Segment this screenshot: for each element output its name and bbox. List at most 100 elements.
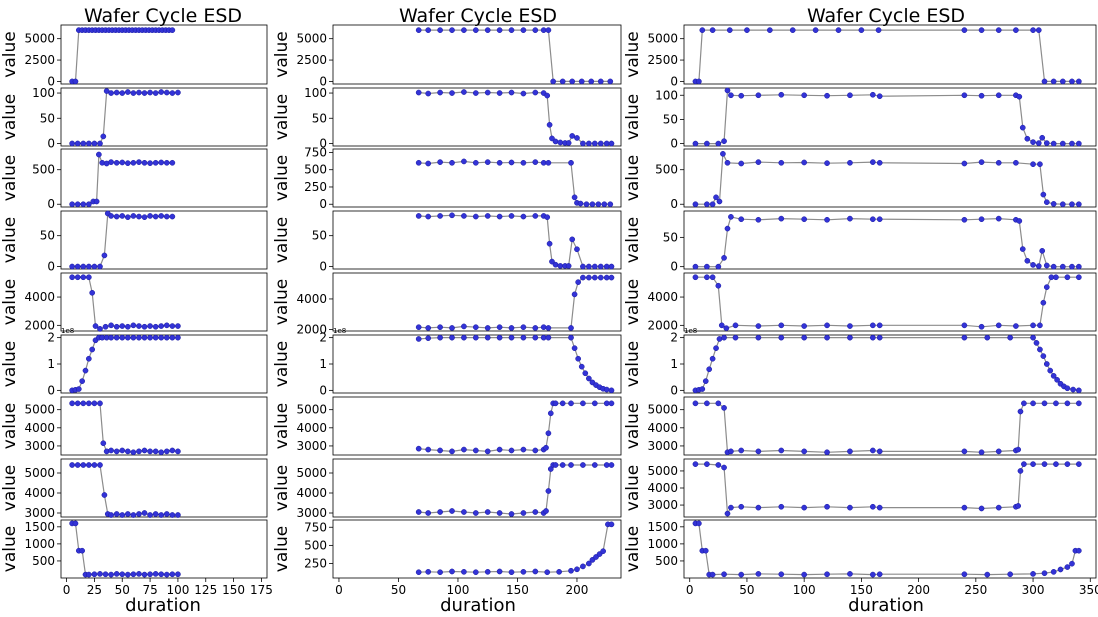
data-point: [582, 370, 589, 377]
y-tick-label: 5000: [296, 403, 327, 417]
y-tick-label: 4000: [647, 421, 678, 435]
x-tick-label: 0: [686, 583, 694, 597]
x-tick-label: 200: [907, 583, 930, 597]
data-point: [718, 322, 725, 329]
data-point: [1050, 201, 1057, 207]
data-point: [163, 448, 170, 455]
data-point: [496, 334, 503, 341]
data-point: [108, 322, 114, 329]
data-point: [169, 571, 176, 578]
x-axis-label-1: duration: [125, 595, 201, 616]
y-tick-label: 1000: [24, 537, 55, 551]
data-point: [136, 213, 142, 220]
data-point: [578, 363, 585, 370]
data-point: [113, 323, 120, 330]
data-point: [715, 282, 722, 289]
axes-frame: [332, 272, 622, 332]
y-axis-label: value: [272, 341, 292, 387]
y-tick-label: 500: [32, 554, 55, 568]
data-point: [520, 568, 527, 575]
data-point: [496, 324, 503, 331]
y-tick-label: 250: [304, 180, 327, 194]
data-point: [85, 263, 92, 270]
data-point: [163, 511, 170, 517]
data-point: [85, 571, 92, 578]
data-point: [1039, 134, 1046, 141]
data-point: [591, 263, 598, 270]
data-point: [80, 462, 87, 468]
data-point: [496, 27, 503, 33]
data-point: [608, 140, 615, 147]
data-point: [101, 252, 108, 259]
y-tick-label: 500: [304, 538, 327, 552]
data-point: [546, 240, 553, 247]
data-point: [1053, 274, 1059, 281]
data-point: [130, 159, 137, 166]
axes-frame: [683, 87, 1097, 147]
data-point: [175, 571, 181, 578]
data-point: [461, 446, 467, 453]
data-point: [69, 201, 75, 208]
data-point: [113, 89, 120, 96]
axes-frame: [332, 210, 622, 270]
data-point: [1035, 27, 1042, 33]
y-tick-label: 1: [319, 357, 327, 371]
y-tick-label: 100: [32, 86, 55, 100]
data-point: [586, 140, 592, 147]
data-point: [1064, 274, 1071, 281]
data-point: [169, 90, 176, 96]
data-point: [152, 323, 159, 330]
axis-offset-text: 1e8: [684, 327, 697, 335]
data-point: [169, 159, 176, 166]
data-point: [696, 78, 702, 85]
x-tick-label: 75: [142, 583, 157, 597]
subplot-1-4: 0 50 value: [0, 210, 268, 274]
y-tick-label: 0: [319, 136, 327, 150]
data-point: [130, 512, 137, 518]
data-point: [586, 560, 592, 567]
axis-offset-text: 1e8: [333, 327, 346, 335]
data-point: [847, 448, 853, 455]
data-point: [532, 27, 539, 33]
data-point: [97, 462, 103, 468]
data-point: [575, 355, 582, 362]
data-point: [869, 571, 876, 578]
data-point: [1053, 400, 1059, 407]
data-point: [147, 89, 153, 96]
y-tick-label: 750: [304, 145, 327, 159]
data-point: [532, 159, 539, 165]
data-point: [147, 213, 153, 219]
series-line: [72, 276, 178, 330]
series-line: [72, 90, 178, 145]
data-point: [755, 448, 762, 455]
data-point: [484, 89, 491, 96]
y-tick-label: 500: [655, 554, 678, 568]
data-point: [738, 160, 745, 167]
data-point: [574, 566, 580, 573]
data-point: [415, 159, 422, 166]
data-point: [961, 92, 968, 99]
data-point: [130, 90, 137, 96]
subplot-1-8: 3000 4000 5000 value: [0, 458, 268, 520]
data-point: [96, 151, 102, 158]
data-point: [869, 334, 876, 341]
data-point: [545, 325, 552, 331]
data-point: [552, 462, 559, 468]
data-point: [108, 90, 114, 96]
data-point: [508, 447, 515, 454]
data-point: [85, 400, 92, 407]
data-point: [755, 323, 762, 329]
y-tick-label: 1500: [24, 520, 55, 534]
data-point: [79, 547, 86, 554]
data-point: [692, 201, 699, 208]
data-point: [709, 571, 716, 578]
y-tick-label: 5000: [296, 466, 327, 480]
series-line: [418, 402, 612, 453]
y-tick-label: 1: [47, 357, 55, 371]
data-point: [532, 447, 539, 454]
data-point: [978, 27, 985, 33]
data-point: [91, 263, 98, 270]
y-tick-label: 5000: [647, 464, 678, 478]
subplot-2-1: 0 2500 5000 value: [272, 24, 622, 88]
y-tick-label: 50: [40, 111, 55, 125]
